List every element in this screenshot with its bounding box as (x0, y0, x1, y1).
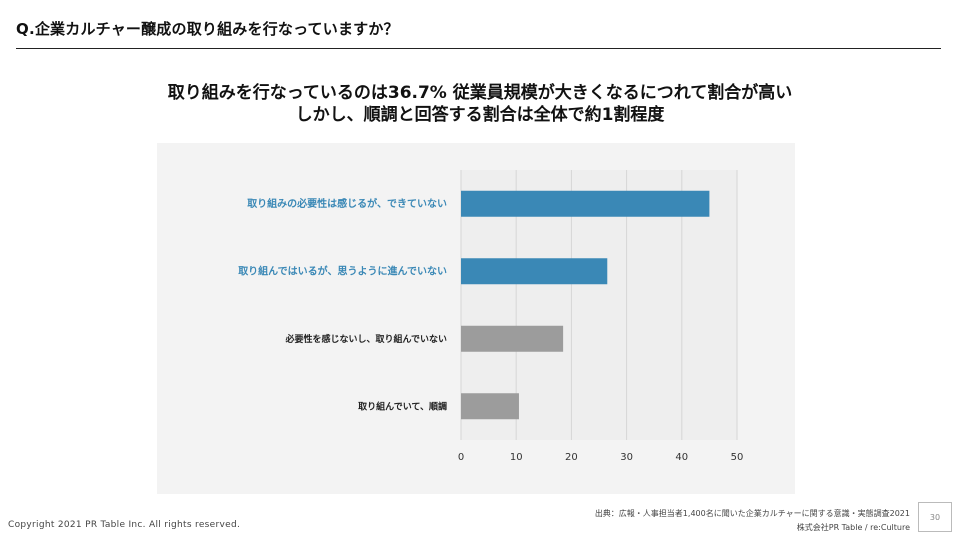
category-label: 必要性を感じないし、取り組んでいない (284, 333, 447, 345)
category-label: 取り組んではいるが、思うように進んでいない (238, 264, 447, 277)
chart-panel: 0 10 20 30 40 50 取り組みの必要性は感じるが、できていない取り組んではいるが… (157, 143, 795, 494)
copyright: Copyright 2021 PR Table Inc. All rights … (8, 520, 241, 530)
x-tick-label: 40 (675, 452, 688, 463)
bar (461, 190, 710, 217)
x-tick-label: 20 (565, 452, 578, 463)
x-tick-label: 10 (510, 452, 523, 463)
headline: 取り組みを行なっているのは36.7% 従業員規模が大きくなるにつれて割合が高い … (0, 82, 960, 126)
category-label: 取り組みの必要性は感じるが、できていない (247, 197, 447, 210)
x-tick-label: 50 (731, 452, 744, 463)
source-line-2: 株式会社PR Table / re:Culture (796, 523, 910, 532)
x-tick-label: 30 (620, 452, 633, 463)
source-line-1: 出典：広報・人事担当者1,400名に聞いた企業カルチャーに関する意識・実態調査2… (594, 509, 910, 518)
category-label: 取り組んでいて、順調 (358, 400, 447, 412)
bar (461, 393, 519, 420)
headline-line-1: 取り組みを行なっているのは36.7% 従業員規模が大きくなるにつれて割合が高い (167, 83, 793, 103)
source-note: 出典：広報・人事担当者1,400名に聞いた企業カルチャーに関する意識・実態調査2… (595, 507, 910, 535)
bar-chart: 0 10 20 30 40 50 取り組みの必要性は感じるが、できていない取り組んではいるが… (238, 170, 744, 463)
headline-line-2: しかし、順調と回答する割合は全体で約1割程度 (295, 105, 665, 125)
bar (461, 325, 564, 352)
page-number: 30 (918, 502, 952, 532)
bar (461, 258, 608, 285)
question-title: Q.企業カルチャー醸成の取り組みを行なっていますか？ (16, 20, 399, 38)
title-divider (16, 48, 941, 49)
x-tick-label: 0 (458, 452, 464, 463)
